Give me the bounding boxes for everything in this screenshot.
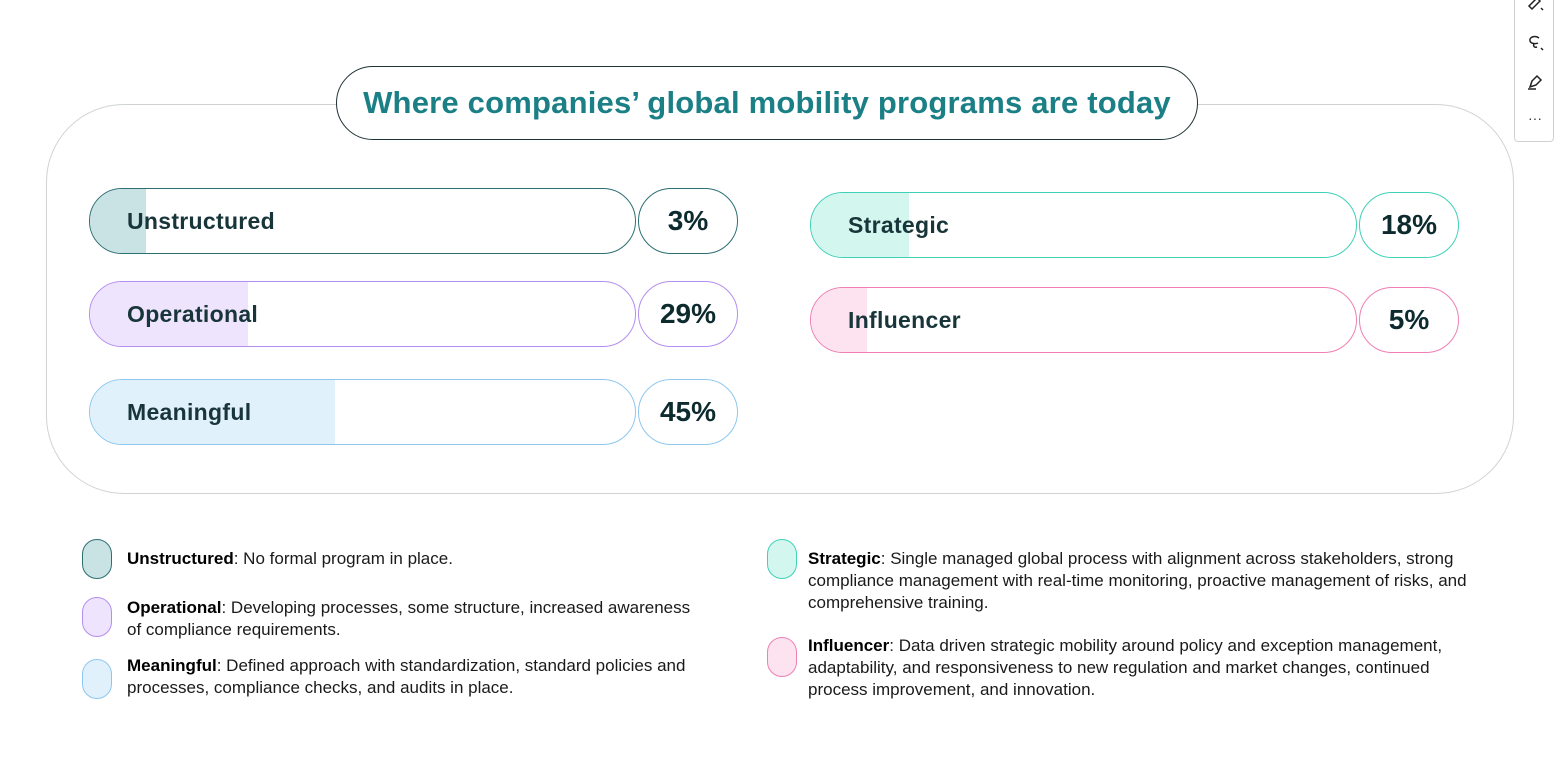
value-label-meaningful: 45%: [638, 379, 738, 445]
highlighter-icon[interactable]: [1521, 0, 1549, 16]
bar-label-strategic: Strategic: [848, 212, 950, 238]
bar-label-influencer: Influencer: [848, 307, 961, 333]
legend-desc: : Data driven strategic mobility around …: [808, 636, 1443, 699]
pen-icon[interactable]: [1521, 68, 1549, 96]
title-pill: Where companies’ global mobility program…: [336, 66, 1198, 140]
legend-swatch-strategic: [767, 539, 797, 579]
legend-swatch-meaningful: [82, 659, 112, 699]
legend-swatch-operational: [82, 597, 112, 637]
legend-text-operational: Operational: Developing processes, some …: [127, 597, 702, 641]
legend-term: Influencer: [808, 636, 890, 655]
legend-swatch-influencer: [767, 637, 797, 677]
legend-text-strategic: Strategic: Single managed global process…: [808, 548, 1480, 613]
bar-fill-unstructured: [90, 189, 146, 253]
legend-swatch-unstructured: [82, 539, 112, 579]
legend-term: Strategic: [808, 549, 881, 568]
legend-term: Meaningful: [127, 656, 217, 675]
bar-track-influencer: Influencer: [810, 287, 1357, 353]
legend-desc: : Defined approach with standardization,…: [127, 656, 686, 697]
legend-text-meaningful: Meaningful: Defined approach with standa…: [127, 655, 702, 699]
bar-track-strategic: Strategic: [810, 192, 1357, 258]
legend-text-unstructured: Unstructured: No formal program in place…: [127, 548, 702, 570]
value-label-unstructured: 3%: [638, 188, 738, 254]
legend-desc: : Single managed global process with ali…: [808, 549, 1467, 612]
bar-label-operational: Operational: [127, 301, 259, 327]
bar-fill-influencer: [811, 288, 867, 352]
lasso-icon[interactable]: [1521, 28, 1549, 56]
legend-term: Operational: [127, 598, 222, 617]
bar-track-unstructured: Unstructured: [89, 188, 636, 254]
bar-fill-strategic: [811, 193, 909, 257]
legend-desc: : Developing processes, some structure, …: [127, 598, 691, 639]
legend-text-influencer: Influencer: Data driven strategic mobili…: [808, 635, 1480, 700]
legend-term: Unstructured: [127, 549, 234, 568]
value-label-influencer: 5%: [1359, 287, 1459, 353]
legend-desc: : No formal program in place.: [233, 549, 453, 568]
more-icon[interactable]: ···: [1528, 110, 1542, 126]
value-label-strategic: 18%: [1359, 192, 1459, 258]
bar-label-unstructured: Unstructured: [127, 208, 276, 234]
bar-fill-operational: [90, 282, 248, 346]
annotation-toolbar: ···: [1514, 0, 1554, 142]
bar-label-meaningful: Meaningful: [127, 399, 252, 425]
value-label-operational: 29%: [638, 281, 738, 347]
bar-track-meaningful: Meaningful: [89, 379, 636, 445]
bar-track-operational: Operational: [89, 281, 636, 347]
chart-title: Where companies’ global mobility program…: [363, 85, 1171, 120]
bar-fill-meaningful: [90, 380, 335, 444]
